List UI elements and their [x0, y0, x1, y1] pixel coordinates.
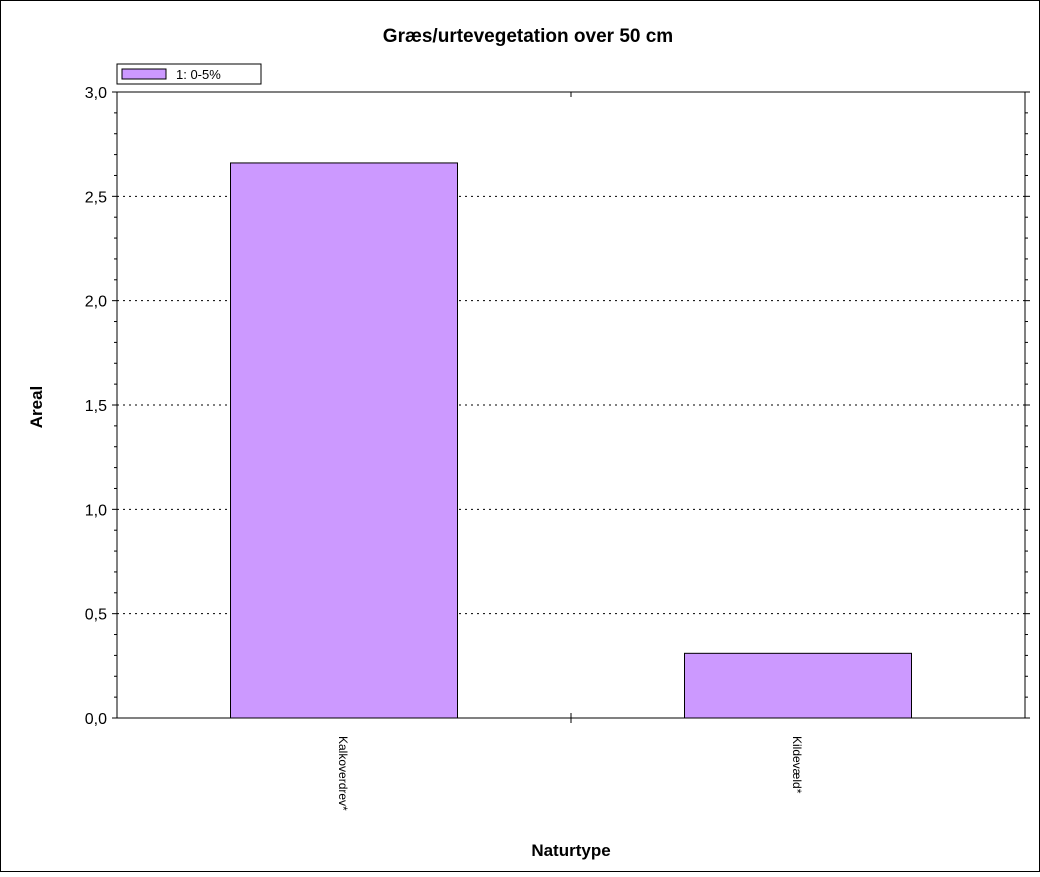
y-tick-label: 0,0 [85, 711, 107, 728]
axes: 0,0 0,5 1,0 1,5 2,0 2,5 3,0 Kalkoverdrev* Kildev… [85, 85, 1030, 811]
y-tick-label: 3,0 [85, 85, 107, 102]
y-axis-label: Areal [27, 386, 46, 429]
legend: 1: 0-5% [116, 63, 262, 85]
legend-swatch [121, 68, 167, 80]
plot-area-frame [116, 91, 1026, 719]
y-tick-label: 2,0 [85, 294, 107, 311]
y-tick-label: 1,0 [85, 502, 107, 519]
x-tick-label: Kildevæld* [790, 736, 804, 794]
x-axis-label: Naturtype [531, 841, 610, 860]
chart-title: Græs/urtevegetation over 50 cm [383, 26, 673, 47]
bar [684, 652, 912, 719]
bars [230, 162, 912, 719]
y-tick-label: 1,5 [85, 398, 107, 415]
legend-label: 1: 0-5% [176, 67, 221, 82]
y-tick-label: 0,5 [85, 607, 107, 624]
y-tick-label: 2,5 [85, 189, 107, 206]
x-tick-label: Kalkoverdrev* [336, 736, 350, 811]
bar [230, 162, 458, 719]
